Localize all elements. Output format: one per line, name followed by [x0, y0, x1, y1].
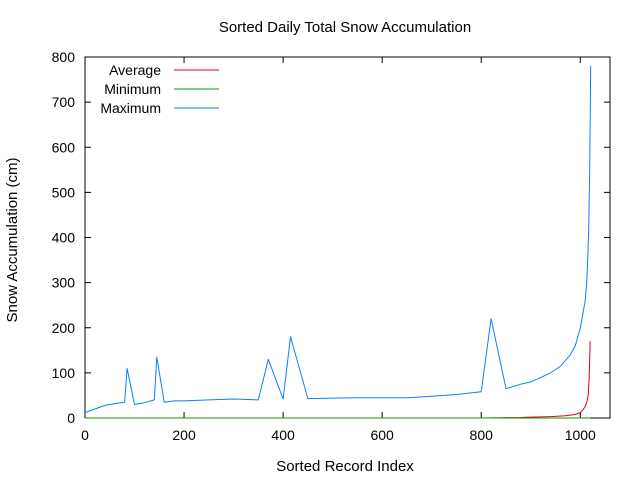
chart-title: Sorted Daily Total Snow Accumulation — [219, 19, 471, 36]
y-tick-label: 300 — [52, 275, 76, 291]
y-axis: 0 100 200 300 400 500 600 700 800 — [52, 49, 610, 426]
legend-label-minimum: Minimum — [104, 81, 161, 97]
x-tick-label: 600 — [370, 427, 394, 443]
x-tick-label: 400 — [271, 427, 295, 443]
x-tick-label: 0 — [81, 427, 89, 443]
y-tick-label: 500 — [52, 184, 76, 200]
legend: Average Minimum Maximum — [100, 62, 219, 116]
series-line-maximum — [84, 65, 592, 414]
y-tick-label: 700 — [52, 94, 76, 110]
x-tick-label: 200 — [172, 427, 196, 443]
plot-frame — [84, 56, 611, 419]
x-axis: 0 200 400 600 800 1000 — [81, 57, 596, 443]
y-tick-label: 200 — [52, 320, 76, 336]
legend-label-maximum: Maximum — [100, 100, 161, 116]
y-axis-label: Snow Accumulation (cm) — [4, 157, 21, 322]
y-tick-label: 400 — [52, 230, 76, 246]
x-tick-label: 800 — [470, 427, 494, 443]
y-tick-label: 800 — [52, 49, 76, 65]
legend-label-average: Average — [109, 62, 161, 78]
x-axis-label: Sorted Record Index — [276, 458, 414, 475]
y-tick-label: 600 — [52, 139, 76, 155]
y-tick-label: 0 — [67, 410, 75, 426]
y-tick-label: 100 — [52, 365, 76, 381]
series-layer — [84, 65, 592, 419]
x-tick-label: 1000 — [565, 427, 596, 443]
